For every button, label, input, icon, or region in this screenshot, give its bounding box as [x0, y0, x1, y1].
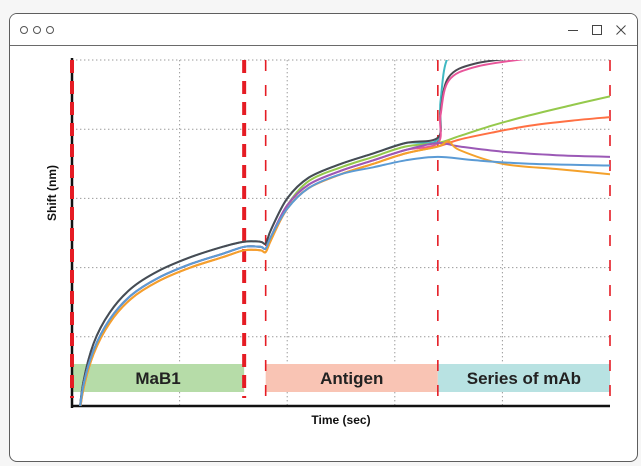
phase-bars: MaB1 Antigen Series of mAb [72, 364, 610, 392]
phase-bar [437, 364, 610, 392]
phase-label: MaB1 [135, 369, 180, 388]
series-line [79, 155, 610, 406]
app-window: MaB1 Antigen Series of mAb Time (sec) Shift … [9, 13, 638, 462]
phase-label: Series of mAb [467, 369, 581, 388]
series-group [79, 60, 610, 406]
title-bar [10, 14, 637, 46]
window-dot-icon[interactable] [46, 26, 54, 34]
window-dot-icon[interactable] [33, 26, 41, 34]
phase-boundaries [70, 60, 611, 398]
window-dots [20, 26, 54, 34]
window-controls [561, 20, 633, 40]
phase-bar [72, 364, 245, 392]
close-icon[interactable] [609, 20, 633, 40]
maximize-icon[interactable] [585, 20, 609, 40]
window-dot-icon[interactable] [20, 26, 28, 34]
grid-lines [72, 59, 610, 406]
y-axis-label: Shift (nm) [45, 165, 59, 221]
phase-label: Antigen [320, 369, 383, 388]
minimize-icon[interactable] [561, 20, 585, 40]
x-axis-label: Time (sec) [311, 413, 370, 427]
phase-bar [265, 364, 438, 392]
sensorgram-chart: MaB1 Antigen Series of mAb Time (sec) Shift … [45, 58, 611, 427]
series-line [79, 140, 610, 406]
series-line [79, 60, 507, 406]
